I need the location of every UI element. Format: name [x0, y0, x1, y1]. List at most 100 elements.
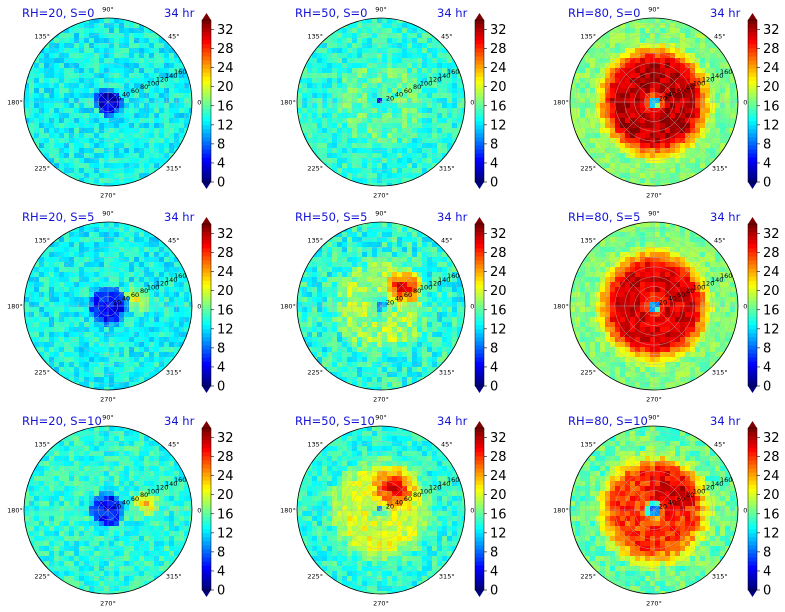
heat-cell [144, 128, 150, 134]
heat-cell [129, 267, 135, 273]
heat-cell [89, 173, 95, 179]
heat-cell [114, 302, 120, 308]
heat-cell [119, 153, 125, 159]
heat-cell [660, 88, 666, 94]
heat-cell [139, 158, 145, 164]
heat-cell [169, 257, 175, 263]
heat-cell [129, 372, 135, 378]
heat-cell [427, 118, 433, 124]
heat-cell [422, 332, 428, 338]
heat-cell [312, 113, 318, 119]
colorbar-tick-label: 4 [763, 156, 771, 171]
heat-cell [109, 372, 115, 378]
heat-cell [447, 337, 453, 343]
angle-tick-label: 90° [102, 210, 114, 218]
heat-cell [94, 282, 100, 288]
heat-cell [387, 183, 393, 186]
heat-cell [79, 143, 85, 149]
heat-cell [54, 53, 60, 59]
heat-cell [74, 48, 80, 54]
heat-cell [124, 28, 130, 34]
heat-cell [650, 128, 656, 134]
heat-cell [164, 267, 170, 273]
heat-cell [39, 292, 45, 298]
heat-cell [169, 68, 175, 74]
heat-cell [307, 342, 313, 348]
heat-cell [302, 78, 308, 84]
heat-cell [447, 98, 453, 104]
heat-cell [179, 68, 185, 74]
heat-cell [382, 28, 388, 34]
heat-cell [84, 362, 90, 368]
heat-cell [352, 118, 358, 124]
heat-cell [104, 322, 110, 328]
heat-cell [615, 98, 621, 104]
heat-cell [412, 173, 418, 179]
heat-cell [412, 302, 418, 308]
heat-cell [412, 247, 418, 253]
heat-cell [700, 73, 706, 79]
heat-cell [427, 143, 433, 149]
heat-cell [179, 272, 185, 278]
heat-cell [84, 168, 90, 174]
heat-cell [412, 292, 418, 298]
heat-cell [74, 43, 80, 49]
heat-cell [34, 88, 40, 94]
heat-cell [427, 322, 433, 328]
heat-cell [620, 158, 626, 164]
heat-cell [134, 372, 140, 378]
heat-cell [119, 93, 125, 99]
heat-cell [39, 307, 45, 313]
heat-cell [417, 63, 423, 69]
heat-cell [625, 53, 631, 59]
heat-cell [34, 272, 40, 278]
heat-cell [44, 88, 50, 94]
heat-cell [317, 123, 323, 129]
heat-cell [139, 98, 145, 104]
colorbar-segment [202, 284, 211, 290]
heat-cell [590, 133, 596, 139]
heat-cell [84, 297, 90, 303]
heat-cell [317, 317, 323, 323]
heat-cell [79, 302, 85, 308]
heat-cell [337, 242, 343, 248]
heat-cell [442, 103, 448, 109]
heat-cell [352, 23, 358, 29]
heat-cell [322, 128, 328, 134]
heat-cell [367, 163, 373, 169]
heat-cell [307, 337, 313, 343]
heat-cell [164, 287, 170, 293]
heat-cell [382, 302, 388, 308]
heat-cell [605, 123, 611, 129]
heat-cell [382, 48, 388, 54]
heat-cell [134, 302, 140, 308]
heat-cell [640, 63, 646, 69]
panel-title: RH=50, S=5 [295, 210, 368, 224]
heat-cell [64, 342, 70, 348]
heat-cell [114, 377, 120, 383]
heat-cell [39, 93, 45, 99]
heat-cell [397, 163, 403, 169]
heat-cell [342, 247, 348, 253]
heat-cell [332, 113, 338, 119]
heat-cell [377, 43, 383, 49]
heat-cell [700, 53, 706, 59]
heat-cell [357, 277, 363, 283]
heat-cell [580, 58, 586, 64]
heat-cell [59, 173, 65, 179]
heat-cell [64, 372, 70, 378]
heat-cell [610, 163, 616, 169]
heat-cell [24, 93, 30, 99]
heat-cell [412, 163, 418, 169]
heat-cell [660, 173, 666, 179]
heat-cell [610, 83, 616, 89]
heat-cell [730, 78, 736, 84]
heat-cell [610, 43, 616, 49]
heat-cell [362, 98, 368, 104]
angle-tick-label: 315° [166, 368, 182, 376]
heat-cell [367, 153, 373, 159]
heat-cell [392, 153, 398, 159]
heat-cell [74, 257, 80, 263]
heat-cell [302, 292, 308, 298]
heat-cell [29, 337, 35, 343]
